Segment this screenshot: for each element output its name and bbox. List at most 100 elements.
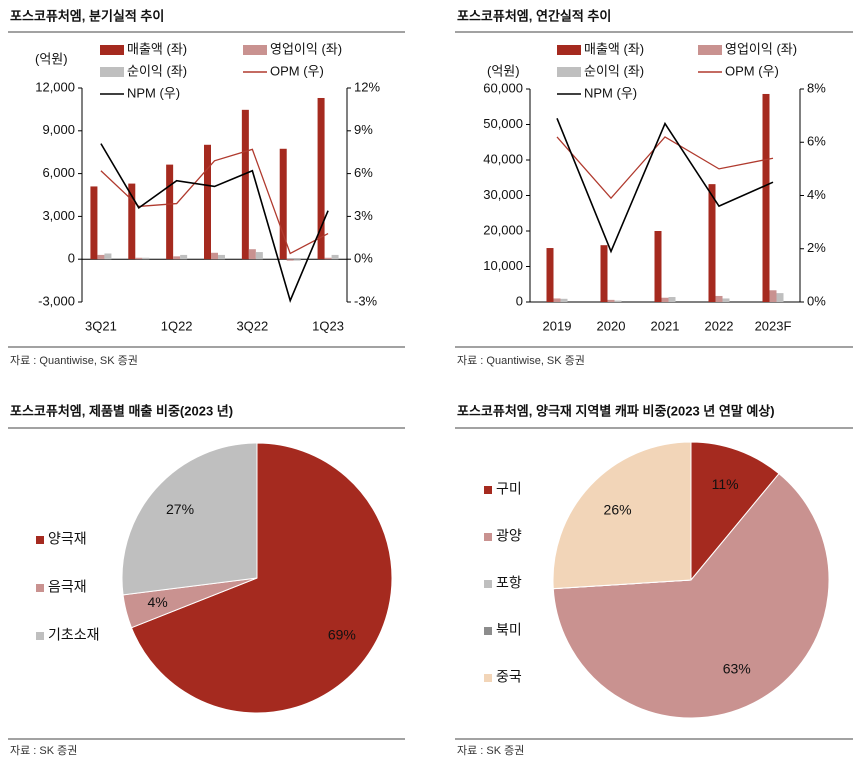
bar <box>661 297 669 302</box>
legend-swatch <box>484 627 492 635</box>
x-tick-label: 2022 <box>705 318 734 333</box>
slice-label: 4% <box>148 594 168 610</box>
y-tick-label: 50,000 <box>483 116 523 131</box>
bar <box>614 300 622 302</box>
legend-label: OPM (우) <box>725 63 779 78</box>
bar <box>607 299 615 302</box>
y-tick-label: 10,000 <box>483 258 523 273</box>
pie-slice <box>121 442 258 596</box>
x-tick-label: 1Q23 <box>312 318 344 333</box>
y-tick-label: 0 <box>516 293 523 308</box>
legend-swatch <box>100 67 124 77</box>
legend-swatch <box>698 45 722 55</box>
bar <box>553 298 561 302</box>
slice-label: 11% <box>712 476 739 492</box>
y-tick-label: 3,000 <box>42 208 75 223</box>
line-series <box>556 136 774 200</box>
y-tick-label: 9,000 <box>42 122 75 137</box>
bar <box>135 257 143 260</box>
legend-label: 광양 <box>496 528 522 544</box>
legend-label: 양극재 <box>48 531 87 547</box>
legend-swatch <box>36 632 44 640</box>
y2-tick-label: 0% <box>807 293 826 308</box>
chart-title: 포스코퓨처엠, 제품별 매출 비중(2023 년) <box>10 403 233 418</box>
bar <box>324 257 332 260</box>
legend-swatch <box>557 67 581 77</box>
x-tick-label: 3Q21 <box>85 318 117 333</box>
bar <box>211 252 218 260</box>
y2-tick-label: 3% <box>354 208 373 223</box>
bar <box>279 148 287 260</box>
legend-label: 매출액 (좌) <box>127 41 187 56</box>
legend-label: 순이익 (좌) <box>127 63 187 78</box>
bar <box>715 295 723 302</box>
slice-label: 63% <box>723 660 751 676</box>
y-tick-label: 60,000 <box>483 80 523 95</box>
bar <box>317 97 325 260</box>
bar <box>286 259 294 261</box>
y2-tick-label: 9% <box>354 122 373 137</box>
bar <box>331 254 339 260</box>
y-tick-label: 0 <box>68 251 75 266</box>
bar <box>293 259 301 261</box>
source-note: 자료 : Quantiwise, SK 증권 <box>10 354 138 367</box>
bar <box>255 252 263 260</box>
unit-label: (억원) <box>487 63 520 78</box>
bar <box>600 245 608 302</box>
legend-label: 포항 <box>496 575 522 591</box>
unit-label: (억원) <box>35 51 68 66</box>
line-series <box>556 117 774 254</box>
y2-tick-label: 12% <box>354 79 380 94</box>
bar <box>668 297 676 302</box>
bar <box>173 256 181 260</box>
pie-slice <box>552 441 692 590</box>
legend-swatch <box>484 533 492 541</box>
bar <box>654 231 662 302</box>
y2-tick-label: -3% <box>354 293 378 308</box>
y2-tick-label: 4% <box>807 187 826 202</box>
x-tick-label: 2020 <box>597 318 626 333</box>
legend-label: 북미 <box>496 622 522 638</box>
chart-title: 포스코퓨처엠, 분기실적 추이 <box>10 8 164 23</box>
bar <box>241 109 249 260</box>
legend-label: 음극재 <box>48 579 87 595</box>
legend-swatch <box>243 45 267 55</box>
legend-swatch <box>484 486 492 494</box>
legend-label: NPM (우) <box>584 85 637 100</box>
legend-swatch <box>484 674 492 682</box>
slice-label: 27% <box>166 501 194 517</box>
bar <box>708 184 716 302</box>
bar <box>97 254 105 260</box>
bar <box>104 253 112 260</box>
bar <box>90 186 98 260</box>
legend-swatch <box>36 536 44 544</box>
bar <box>204 144 211 260</box>
pie-slice <box>130 442 393 714</box>
bar <box>166 164 174 260</box>
legend-label: 영업이익 (좌) <box>725 41 797 56</box>
bar <box>218 254 225 260</box>
bar <box>546 248 554 302</box>
legend-swatch <box>36 584 44 592</box>
bar <box>142 257 150 260</box>
chart-title: 포스코퓨처엠, 연간실적 추이 <box>457 8 611 23</box>
y2-tick-label: 6% <box>354 165 373 180</box>
y2-tick-label: 2% <box>807 240 826 255</box>
x-tick-label: 2021 <box>651 318 680 333</box>
x-tick-label: 2023F <box>755 318 792 333</box>
y2-tick-label: 8% <box>807 80 826 95</box>
bar <box>722 298 730 302</box>
y-tick-label: -3,000 <box>38 293 75 308</box>
source-note: 자료 : SK 증권 <box>10 744 77 757</box>
legend-swatch <box>484 580 492 588</box>
x-tick-label: 1Q22 <box>161 318 193 333</box>
legend-label: 순이익 (좌) <box>584 63 644 78</box>
y-tick-label: 12,000 <box>35 79 75 94</box>
y2-tick-label: 0% <box>354 251 373 266</box>
legend-label: 영업이익 (좌) <box>270 41 342 56</box>
slice-label: 69% <box>328 626 356 642</box>
legend-label: OPM (우) <box>270 63 324 78</box>
x-tick-label: 2019 <box>543 318 572 333</box>
slice-label: 26% <box>604 502 632 518</box>
